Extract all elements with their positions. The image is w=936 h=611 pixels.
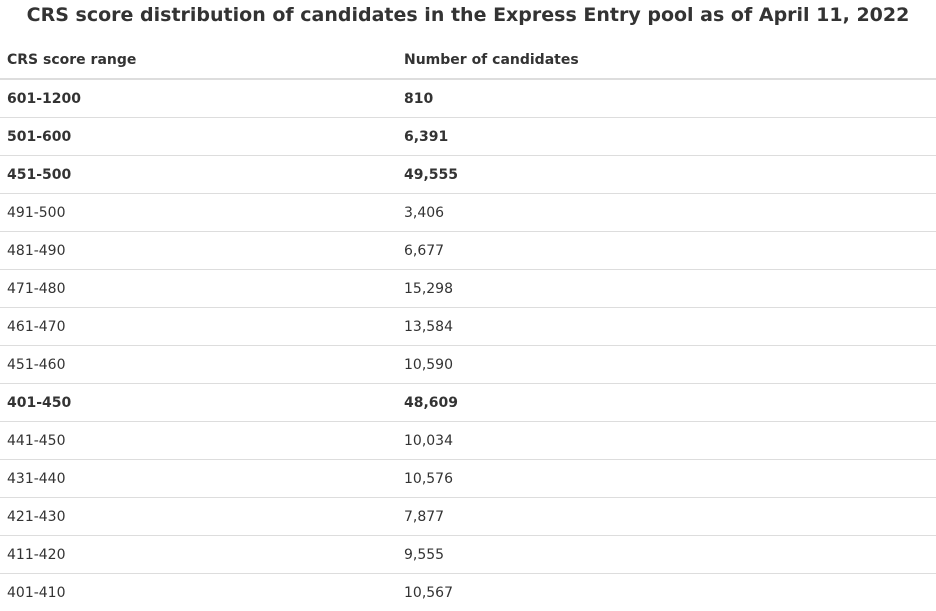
score-range-cell: 451-500 <box>0 156 397 194</box>
candidate-count-cell: 6,391 <box>397 118 936 156</box>
score-range-cell: 501-600 <box>0 118 397 156</box>
column-header-score-range: CRS score range <box>0 41 397 79</box>
score-range-cell: 461-470 <box>0 308 397 346</box>
score-range-cell: 421-430 <box>0 498 397 536</box>
candidate-count-cell: 810 <box>397 79 936 118</box>
score-range-cell: 491-500 <box>0 194 397 232</box>
score-range-cell: 441-450 <box>0 422 397 460</box>
candidate-count-cell: 7,877 <box>397 498 936 536</box>
table-header-row: CRS score range Number of candidates <box>0 41 936 79</box>
candidate-count-cell: 10,567 <box>397 574 936 611</box>
candidate-count-cell: 49,555 <box>397 156 936 194</box>
score-range-cell: 451-460 <box>0 346 397 384</box>
candidate-count-cell: 6,677 <box>397 232 936 270</box>
crs-distribution-table: CRS score range Number of candidates 601… <box>0 41 936 611</box>
score-range-cell: 401-410 <box>0 574 397 611</box>
candidate-count-cell: 3,406 <box>397 194 936 232</box>
score-range-cell: 481-490 <box>0 232 397 270</box>
candidate-count-cell: 13,584 <box>397 308 936 346</box>
candidate-count-cell: 15,298 <box>397 270 936 308</box>
candidate-count-cell: 10,576 <box>397 460 936 498</box>
score-range-cell: 471-480 <box>0 270 397 308</box>
page-title: CRS score distribution of candidates in … <box>0 2 936 28</box>
candidate-count-cell: 9,555 <box>397 536 936 574</box>
column-header-candidates: Number of candidates <box>397 41 936 79</box>
candidate-count-cell: 10,034 <box>397 422 936 460</box>
score-range-cell: 601-1200 <box>0 79 397 118</box>
score-range-cell: 401-450 <box>0 384 397 422</box>
score-range-cell: 431-440 <box>0 460 397 498</box>
score-range-cell: 411-420 <box>0 536 397 574</box>
candidate-count-cell: 48,609 <box>397 384 936 422</box>
candidate-count-cell: 10,590 <box>397 346 936 384</box>
